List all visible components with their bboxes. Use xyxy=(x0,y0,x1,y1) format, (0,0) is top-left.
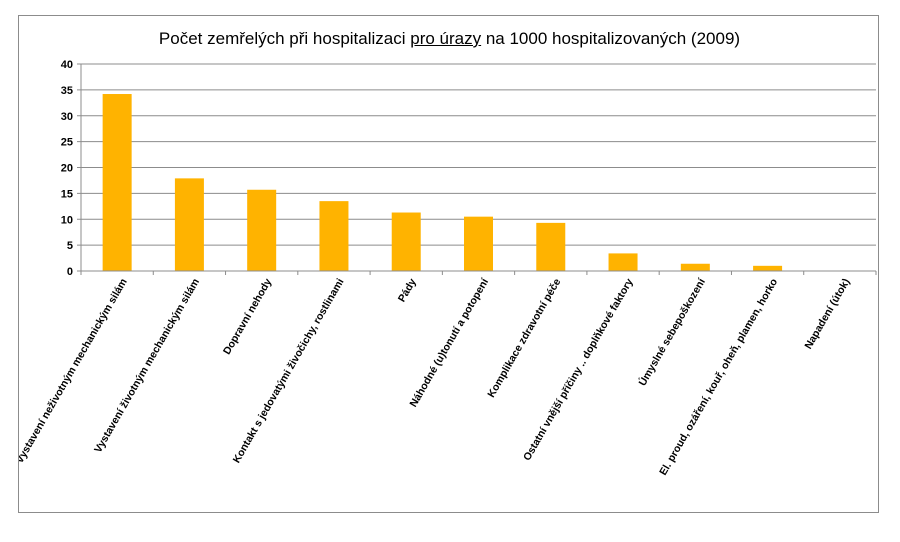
y-tick-label: 40 xyxy=(61,59,73,71)
x-category-label: Pády xyxy=(396,276,419,304)
title-part-3: na 1000 hospitalizovaných (2009) xyxy=(481,29,741,48)
y-tick-label: 25 xyxy=(61,137,73,149)
x-category-label: El. proud, ozáření, kouř, oheň, plamen, … xyxy=(657,277,780,478)
category-labels: Vystavení neživotným mechanickým silámVy… xyxy=(19,275,852,477)
bar xyxy=(319,201,349,271)
bar xyxy=(174,178,204,271)
bar xyxy=(680,263,710,271)
axes xyxy=(80,64,877,275)
y-axis-ticks: 0 5 10 15 20 25 30 35 40 xyxy=(61,59,81,278)
title-underlined-part: pro úrazy xyxy=(410,29,482,48)
bars xyxy=(102,94,783,271)
chart-title: Počet zemřelých při hospitalizaci pro úr… xyxy=(19,29,880,49)
y-tick-label: 5 xyxy=(67,240,73,252)
bar xyxy=(608,253,638,271)
x-category-label: Napadení (útok) xyxy=(802,277,852,352)
x-category-label: Dopravní nehody xyxy=(221,276,274,356)
y-tick-label: 0 xyxy=(67,266,73,278)
x-category-label: Komplikace zdravotní péče xyxy=(485,276,563,399)
bar xyxy=(464,216,493,271)
y-tick-label: 30 xyxy=(61,111,73,123)
title-part-1: Počet zemřelých při hospitalizaci xyxy=(158,29,411,48)
bar xyxy=(102,94,132,271)
y-tick-label: 15 xyxy=(61,188,73,200)
bar xyxy=(391,212,421,271)
x-category-label: Náhodné (u)tonutí a potopení xyxy=(408,276,492,410)
y-tick-label: 20 xyxy=(61,163,73,175)
y-tick-label: 10 xyxy=(61,214,73,226)
x-category-label: Vystavení neživotným mechanickým silám xyxy=(19,277,130,466)
chart-frame: Počet zemřelých při hospitalizaci pro úr… xyxy=(18,15,879,513)
x-category-label: Úmyslné sebepoškození xyxy=(636,275,709,388)
bar xyxy=(536,222,566,271)
chart-plot: 0 5 10 15 20 25 30 35 40 Vystavení neživotným me… xyxy=(19,59,877,478)
y-tick-label: 35 xyxy=(61,85,73,97)
bar xyxy=(753,265,783,271)
bar xyxy=(247,189,277,271)
